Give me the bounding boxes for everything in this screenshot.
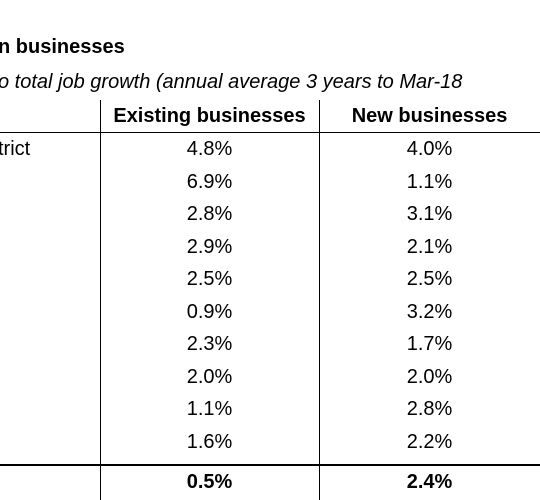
new-businesses-value: 2.2% bbox=[406, 430, 453, 453]
new-businesses-value: 4.0% bbox=[406, 138, 453, 160]
table-row: 6.9% 1.1% bbox=[0, 166, 540, 199]
existing-businesses-value: 2.8% bbox=[186, 203, 233, 225]
existing-businesses-value: 2.0% bbox=[186, 365, 233, 388]
existing-businesses-value: 0.5% bbox=[186, 471, 233, 493]
new-businesses-value: 2.0% bbox=[406, 365, 453, 388]
new-businesses-value: 2.8% bbox=[406, 398, 453, 420]
new-businesses-value: 3.1% bbox=[406, 203, 453, 225]
row-label bbox=[0, 328, 100, 361]
total-separator-line bbox=[0, 464, 540, 466]
existing-businesses-value: 0.9% bbox=[186, 300, 233, 323]
existing-businesses-value: 1.1% bbox=[186, 398, 233, 420]
table-row: 2.8% 3.1% bbox=[0, 198, 540, 231]
existing-businesses-value: 2.3% bbox=[186, 333, 233, 355]
column-divider-1 bbox=[100, 100, 101, 500]
header-label bbox=[0, 100, 100, 132]
table-row: 2.3% 1.7% bbox=[0, 328, 540, 361]
row-label bbox=[0, 466, 100, 499]
existing-businesses-value: 6.9% bbox=[186, 170, 233, 193]
new-businesses-value: 3.2% bbox=[406, 300, 453, 323]
existing-businesses-value: 2.9% bbox=[186, 235, 233, 258]
table-row: 1.6% 2.2% bbox=[0, 426, 540, 459]
table-row: 2.0% 2.0% bbox=[0, 361, 540, 394]
row-label bbox=[0, 426, 100, 459]
table-total-row: 0.5% 2.4% bbox=[0, 466, 540, 499]
new-businesses-value: 2.1% bbox=[406, 235, 453, 258]
new-businesses-value: 1.7% bbox=[406, 333, 453, 355]
table-header-row: Existing businesses New businesses bbox=[0, 100, 540, 133]
new-businesses-value: 1.1% bbox=[406, 170, 453, 193]
new-businesses-value: 2.5% bbox=[406, 268, 453, 290]
row-label bbox=[0, 393, 100, 426]
table-row: 2.5% 2.5% bbox=[0, 263, 540, 296]
table-title: n businesses bbox=[0, 36, 125, 58]
row-label bbox=[0, 166, 100, 199]
new-businesses-value: 2.4% bbox=[406, 471, 453, 493]
header-existing-businesses: Existing businesses bbox=[113, 105, 306, 127]
existing-businesses-value: 1.6% bbox=[186, 430, 233, 453]
row-label bbox=[0, 198, 100, 231]
row-label bbox=[0, 231, 100, 264]
table-row: 2.9% 2.1% bbox=[0, 231, 540, 264]
table-row: 1.1% 2.8% bbox=[0, 393, 540, 426]
table-subtitle: o total job growth (annual average 3 yea… bbox=[0, 71, 463, 93]
row-label bbox=[0, 361, 100, 394]
existing-businesses-value: 2.5% bbox=[186, 268, 233, 290]
header-new-businesses: New businesses bbox=[351, 105, 508, 127]
table-row: 0.9% 3.2% bbox=[0, 296, 540, 329]
column-divider-2 bbox=[319, 100, 320, 500]
row-label bbox=[0, 296, 100, 329]
row-label bbox=[0, 263, 100, 296]
existing-businesses-value: 4.8% bbox=[186, 138, 233, 160]
